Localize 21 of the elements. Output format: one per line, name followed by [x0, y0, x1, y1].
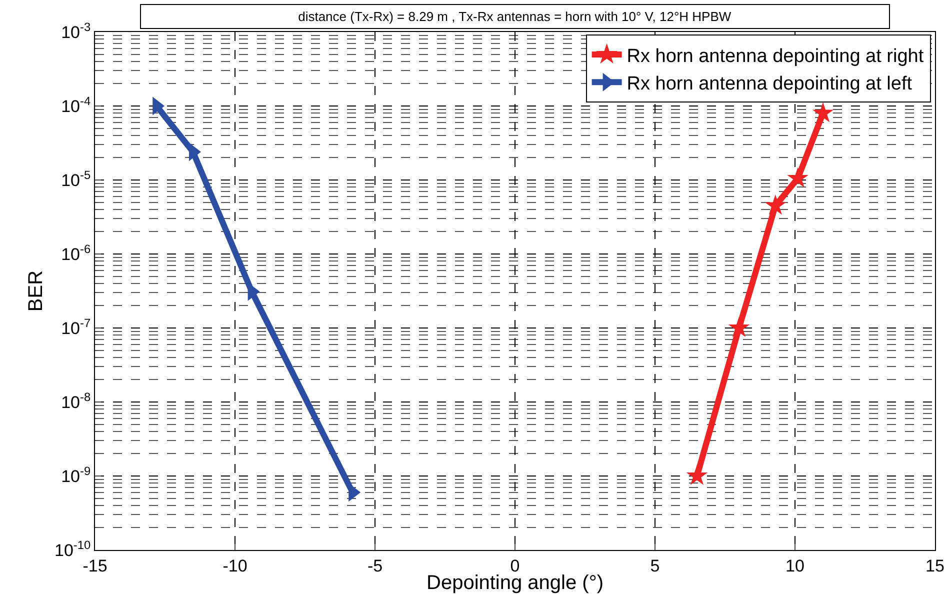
point — [812, 102, 834, 122]
point — [686, 464, 708, 486]
y-tick-label: 10$^{-7}$ — [61, 316, 91, 338]
x-tick-label: 15 — [926, 556, 944, 576]
y-tick-label: 10$^{-3}$ — [61, 20, 91, 42]
x-tick-label: -10 — [222, 556, 248, 576]
y-tick-label: 10$^{-5}$ — [61, 168, 91, 190]
legend-label: Rx horn antenna depointing at right — [626, 46, 924, 67]
x-tick-label: -5 — [367, 556, 383, 576]
y-axis-title: BER — [24, 270, 47, 312]
point — [787, 167, 808, 188]
y-tick-label: 10$^{-9}$ — [61, 464, 91, 486]
y-tick-label: 10$^{-4}$ — [61, 94, 91, 116]
point — [764, 194, 786, 215]
x-tick-label: 5 — [650, 556, 660, 576]
legend-label: Rx horn antenna depointing at left — [626, 74, 913, 95]
point — [728, 316, 750, 338]
chart-title: distance (Tx-Rx) = 8.29 m , Tx-Rx antennas = horn with 10° V, 12°H HPBW — [298, 9, 732, 24]
y-tick-label: 10$^{-8}$ — [61, 390, 91, 412]
x-tick-label: 10 — [786, 556, 804, 576]
y-tick-label: 10$^{-6}$ — [61, 242, 91, 264]
